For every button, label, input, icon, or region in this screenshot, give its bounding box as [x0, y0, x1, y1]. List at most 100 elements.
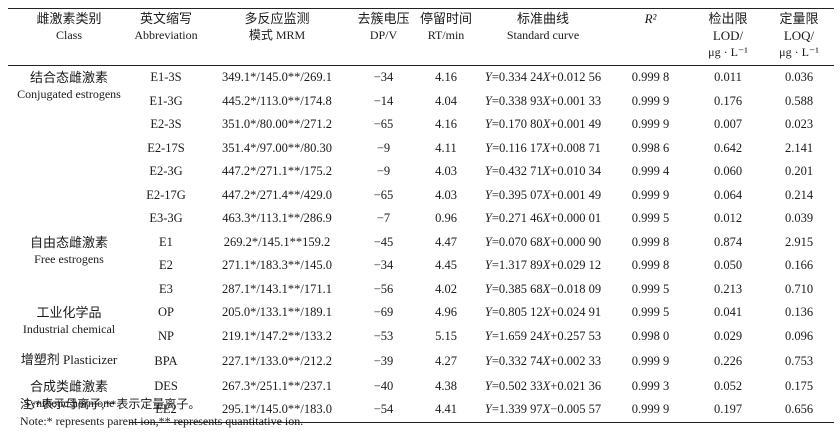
curve-coefficient: =0.332 74 [491, 353, 543, 368]
group-label-en: Conjugated estrogens [17, 87, 121, 101]
cell-mrm: 351.4*/97.00**/80.30 [221, 140, 333, 155]
cell-mrm: 351.0*/80.00**/271.2 [221, 117, 333, 132]
header-loq: 定量限 LOQ/μg · L⁻¹ [764, 8, 834, 66]
cell-loq: 0.588 [784, 93, 814, 108]
footnote-en: Note:* represents parent ion,** represen… [20, 414, 304, 428]
cell-abbreviation: E1-3G [149, 93, 183, 108]
cell-standard-curve: Y=0.271 46X+0.000 01 [477, 207, 609, 231]
curve-coefficient: =0.805 12 [491, 305, 543, 320]
cell-abbreviation: E2-17S [147, 140, 185, 155]
cell-lod: 0.050 [713, 258, 743, 273]
cell-loq: 2.141 [784, 140, 814, 155]
table-row: E2-3S 351.0*/80.00**/271.2 −65 4.16 Y=0.170 … [8, 113, 834, 137]
curve-variable: X [542, 353, 551, 368]
table-row: 结合态雌激素 Conjugated estrogens E1-3S 349.1*/14… [8, 66, 834, 101]
cell-dp: −40 [373, 378, 394, 393]
cell-rt: 4.11 [435, 140, 457, 155]
cell-standard-curve: Y=0.116 17X+0.008 71 [477, 137, 609, 161]
cell-abbreviation: E2-3G [149, 164, 183, 179]
curve-coefficient: +0.001 49 [550, 187, 602, 202]
cell-standard-curve: Y=0.332 74X+0.002 33 [477, 348, 609, 375]
cell-r2: 0.998 0 [631, 328, 670, 343]
cell-rt: 4.45 [435, 258, 457, 273]
cell-lod: 0.041 [713, 305, 743, 320]
cell-rt: 4.96 [435, 305, 457, 320]
group-label-cn: 增塑剂 Plasticizer [20, 352, 118, 367]
curve-variable: Y [484, 305, 492, 320]
curve-coefficient: +0.024 91 [550, 305, 602, 320]
curve-coefficient: +0.008 71 [550, 140, 601, 155]
cell-lod: 0.197 [692, 398, 764, 423]
cell-standard-curve: Y=0.385 68X−0.018 09 [477, 278, 609, 302]
footnote-cn: 注:*表示母离子,**表示定量离子。 [20, 397, 201, 411]
cell-standard-curve: Y=0.338 93X+0.001 33 [477, 90, 609, 114]
curve-coefficient: +0.001 33 [550, 93, 602, 108]
cell-lod: 0.064 [713, 187, 743, 202]
cell-rt: 4.16 [435, 117, 457, 132]
curve-variable: Y [484, 353, 492, 368]
curve-coefficient: =1.339 97 [491, 402, 543, 417]
cell-lod: 0.012 [713, 211, 743, 226]
cell-loq: 0.036 [784, 70, 814, 85]
cell-abbreviation: E2 [159, 258, 173, 273]
cell-lod: 0.011 [714, 70, 742, 85]
group-label: 自由态雌激素 Free estrogens [8, 231, 130, 302]
cell-rt: 0.96 [435, 211, 457, 226]
cell-r2: 0.999 4 [631, 164, 670, 179]
curve-variable: X [542, 117, 551, 132]
curve-variable: X [542, 258, 551, 273]
curve-coefficient: −0.005 57 [550, 402, 602, 417]
curve-coefficient: +0.000 01 [550, 211, 602, 226]
cell-abbreviation: E3 [159, 281, 173, 296]
curve-variable: X [542, 305, 551, 320]
group-label: 增塑剂 Plasticizer [8, 348, 130, 375]
table-row: E2-3G 447.2*/271.1**/175.2 −9 4.03 Y=0.432 7… [8, 160, 834, 184]
cell-mrm: 447.2*/271.1**/175.2 [221, 164, 333, 179]
table-row: E3 287.1*/143.1**/171.1 −56 4.02 Y=0.385 68X… [8, 278, 834, 302]
cell-dp: −53 [373, 328, 394, 343]
curve-variable: Y [484, 70, 492, 85]
curve-variable: Y [484, 402, 492, 417]
curve-coefficient: =0.338 93 [491, 93, 543, 108]
cell-mrm: 205.0*/133.1**/189.1 [221, 305, 333, 320]
group-label-en: Industrial chemical [22, 322, 116, 336]
header-class: 雌激素类别 Class [8, 8, 130, 66]
cell-r2: 0.999 9 [609, 398, 692, 423]
cell-lod: 0.642 [713, 140, 743, 155]
curve-variable: X [542, 234, 551, 249]
cell-dp: −69 [373, 305, 394, 320]
table-row: E2-17S 351.4*/97.00**/80.30 −9 4.11 Y=0.116 … [8, 137, 834, 161]
group-label: 结合态雌激素 Conjugated estrogens [8, 66, 130, 231]
cell-rt: 5.15 [435, 328, 457, 343]
cell-dp: −39 [373, 353, 394, 368]
cell-r2: 0.999 8 [631, 258, 670, 273]
curve-coefficient: =0.395 07 [491, 187, 543, 202]
cell-abbreviation: E1-3S [150, 70, 182, 85]
curve-variable: Y [484, 187, 492, 202]
curve-coefficient: +0.002 33 [550, 353, 602, 368]
curve-coefficient: +0.000 90 [550, 234, 602, 249]
curve-variable: X [542, 70, 551, 85]
cell-loq: 0.039 [784, 211, 814, 226]
cell-standard-curve: Y=1.339 97X−0.005 57 [477, 398, 609, 423]
curve-coefficient: =0.432 71 [491, 164, 543, 179]
curve-coefficient: +0.021 36 [550, 378, 602, 393]
cell-r2: 0.999 3 [631, 378, 670, 393]
curve-coefficient: +0.012 56 [550, 70, 602, 85]
group-label-cn: 自由态雌激素 [29, 234, 108, 250]
cell-standard-curve: Y=0.432 71X+0.010 34 [477, 160, 609, 184]
cell-loq: 0.096 [784, 328, 814, 343]
cell-loq: 2.915 [784, 234, 814, 249]
cell-lod: 0.029 [713, 328, 743, 343]
cell-standard-curve: Y=0.502 33X+0.021 36 [477, 375, 609, 399]
curve-variable: X [542, 140, 551, 155]
curve-variable: X [542, 281, 551, 296]
table-row: E3-3G 463.3*/113.1**/286.9 −7 0.96 Y=0.271 4… [8, 207, 834, 231]
curve-coefficient: +0.001 49 [550, 117, 602, 132]
curve-variable: Y [484, 164, 492, 179]
cell-abbreviation: E2-17G [146, 187, 186, 202]
group-label-en: Free estrogens [34, 251, 104, 266]
cell-mrm: 227.1*/133.0**/212.2 [221, 353, 333, 368]
cell-mrm: 445.2*/113.0**/174.8 [222, 93, 332, 108]
header-standard-curve: 标准曲线 Standard curve [477, 8, 609, 66]
